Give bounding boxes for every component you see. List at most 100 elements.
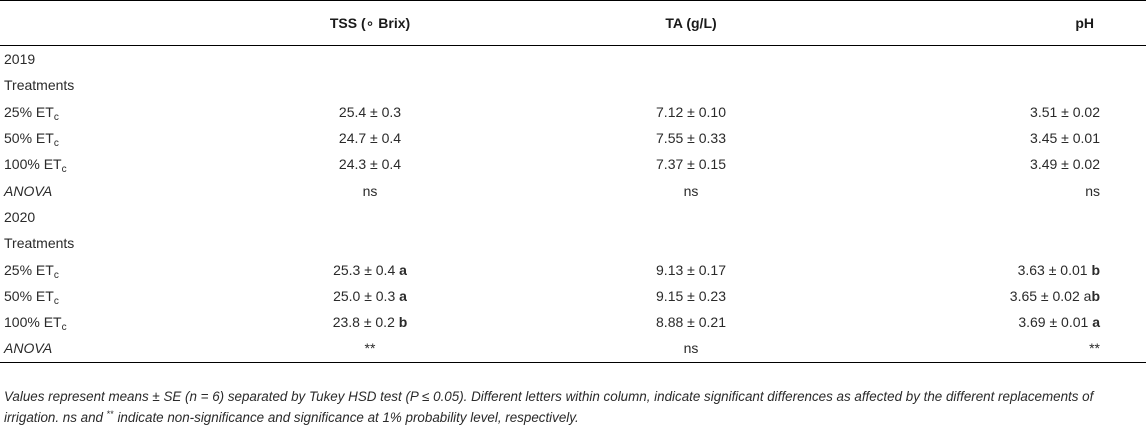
row-label-subscript: c [53, 138, 59, 150]
ta-value: 7.55 ± 0.33 [656, 130, 726, 147]
ph-cell [872, 204, 1146, 230]
ta-value: 9.13 ± 0.17 [656, 261, 726, 278]
row-label: 2020 [4, 208, 36, 225]
tss-value: 23.8 ± 0.2 [332, 314, 399, 331]
ph-letter: b [1091, 261, 1100, 278]
ph-cell: 3.49 ± 0.02 [872, 151, 1146, 177]
tss-letter: a [399, 261, 407, 278]
ph-cell: 3.45 ± 0.01 [872, 125, 1146, 151]
ph-value: 3.51 ± 0.02 [1030, 103, 1100, 120]
tss-value: 25.4 ± 0.3 [338, 103, 402, 120]
footnote-text: Values represent means ± SE (n = 6) sepa… [4, 389, 1094, 425]
row-label-cell: 50% ETc [0, 283, 230, 309]
ph-letter-plain: a [1083, 287, 1092, 304]
row-label-cell: 2019 [0, 46, 230, 73]
ph-value: 3.65 ± 0.02 [1009, 287, 1084, 304]
row-label-subscript: c [61, 322, 67, 334]
ta-value: ns [683, 340, 699, 357]
tss-cell: 24.3 ± 0.4 [230, 151, 510, 177]
row-label: ANOVA [4, 182, 53, 199]
tss-cell [230, 230, 510, 256]
ph-value: 3.69 ± 0.01 [1018, 314, 1093, 331]
tss-cell: ** [230, 335, 510, 363]
tss-cell [230, 204, 510, 230]
ph-value: 3.45 ± 0.01 [1030, 130, 1100, 147]
row-label-subscript: c [53, 295, 59, 307]
row-label-cell: 100% ETc [0, 309, 230, 335]
footnote-text-end: indicate non-significance and significan… [113, 410, 579, 425]
row-label-subscript: c [53, 269, 59, 281]
ta-value: 9.15 ± 0.23 [656, 287, 726, 304]
header-ta: TA (g/L) [510, 0, 872, 46]
row-label-cell: 25% ETc [0, 256, 230, 282]
table-row: 100% ETc 23.8 ± 0.2 b 8.88 ± 0.21 3.69 ± 0.… [0, 309, 1146, 335]
ph-cell: 3.63 ± 0.01 b [872, 256, 1146, 282]
table-row: 50% ETc 25.0 ± 0.3 a 9.15 ± 0.23 3.65 ± 0.0… [0, 283, 1146, 309]
ph-cell: 3.69 ± 0.01 a [872, 309, 1146, 335]
ph-value: ** [1089, 340, 1100, 357]
row-label-cell: Treatments [0, 230, 230, 256]
tss-cell: 23.8 ± 0.2 b [230, 309, 510, 335]
tss-cell: 24.7 ± 0.4 [230, 125, 510, 151]
table-row: ANOVA ns ns ns [0, 177, 1146, 203]
row-label: 100% ET [4, 156, 62, 173]
tss-cell [230, 72, 510, 98]
ta-cell: ns [510, 177, 872, 203]
table-row: Treatments [0, 230, 1146, 256]
ta-cell [510, 72, 872, 98]
table-row: 25% ETc 25.3 ± 0.4 a 9.13 ± 0.17 3.63 ± 0.0… [0, 256, 1146, 282]
row-label-cell: 50% ETc [0, 125, 230, 151]
tss-letter: a [399, 287, 407, 304]
row-label-cell: ANOVA [0, 335, 230, 363]
header-row: TSS (∘ Brix) TA (g/L) pH [0, 0, 1146, 46]
ta-cell [510, 46, 872, 73]
tss-value: 24.7 ± 0.4 [338, 130, 402, 147]
tss-cell [230, 46, 510, 73]
ph-letter: a [1092, 314, 1100, 331]
results-table: TSS (∘ Brix) TA (g/L) pH 2019 Treatments 2… [0, 0, 1146, 363]
table-row: Treatments [0, 72, 1146, 98]
tss-value: 25.3 ± 0.4 [333, 261, 400, 278]
table-body: 2019 Treatments 25% ETc 25.4 ± 0.3 7.12 ± 0.… [0, 46, 1146, 363]
row-label-subscript: c [61, 164, 67, 176]
row-label-cell: Treatments [0, 72, 230, 98]
ph-value: 3.63 ± 0.01 [1017, 261, 1092, 278]
ta-cell: 7.55 ± 0.33 [510, 125, 872, 151]
tss-cell: 25.4 ± 0.3 [230, 99, 510, 125]
tss-cell: 25.0 ± 0.3 a [230, 283, 510, 309]
table-row: ANOVA ** ns ** [0, 335, 1146, 363]
ta-cell [510, 230, 872, 256]
ta-value: 7.12 ± 0.10 [656, 103, 726, 120]
row-label: Treatments [4, 77, 75, 94]
ph-letter: b [1091, 287, 1100, 304]
row-label: ANOVA [4, 340, 53, 357]
ph-cell [872, 46, 1146, 73]
tss-value: ns [362, 182, 378, 199]
tss-cell: ns [230, 177, 510, 203]
header-ph: pH [872, 0, 1146, 46]
row-label-subscript: c [53, 111, 59, 123]
row-label: Treatments [4, 235, 75, 252]
ta-cell: 9.13 ± 0.17 [510, 256, 872, 282]
table-row: 50% ETc 24.7 ± 0.4 7.55 ± 0.33 3.45 ± 0.01 [0, 125, 1146, 151]
row-label: 100% ET [4, 314, 62, 331]
ph-cell: 3.65 ± 0.02 ab [872, 283, 1146, 309]
ph-value: 3.49 ± 0.02 [1030, 156, 1100, 173]
ph-value: ns [1085, 182, 1100, 199]
ta-cell: ns [510, 335, 872, 363]
row-label: 25% ET [4, 261, 54, 278]
table-row: 2020 [0, 204, 1146, 230]
row-label-cell: 100% ETc [0, 151, 230, 177]
tss-letter: b [398, 314, 408, 331]
ph-cell [872, 230, 1146, 256]
tss-value: 25.0 ± 0.3 [333, 287, 400, 304]
ph-cell: ns [872, 177, 1146, 203]
header-empty [0, 0, 230, 46]
ph-cell: ** [872, 335, 1146, 363]
ta-cell: 7.37 ± 0.15 [510, 151, 872, 177]
ta-value: 7.37 ± 0.15 [656, 156, 726, 173]
row-label: 50% ET [4, 130, 54, 147]
table-row: 2019 [0, 46, 1146, 73]
tss-value: ** [364, 340, 376, 357]
